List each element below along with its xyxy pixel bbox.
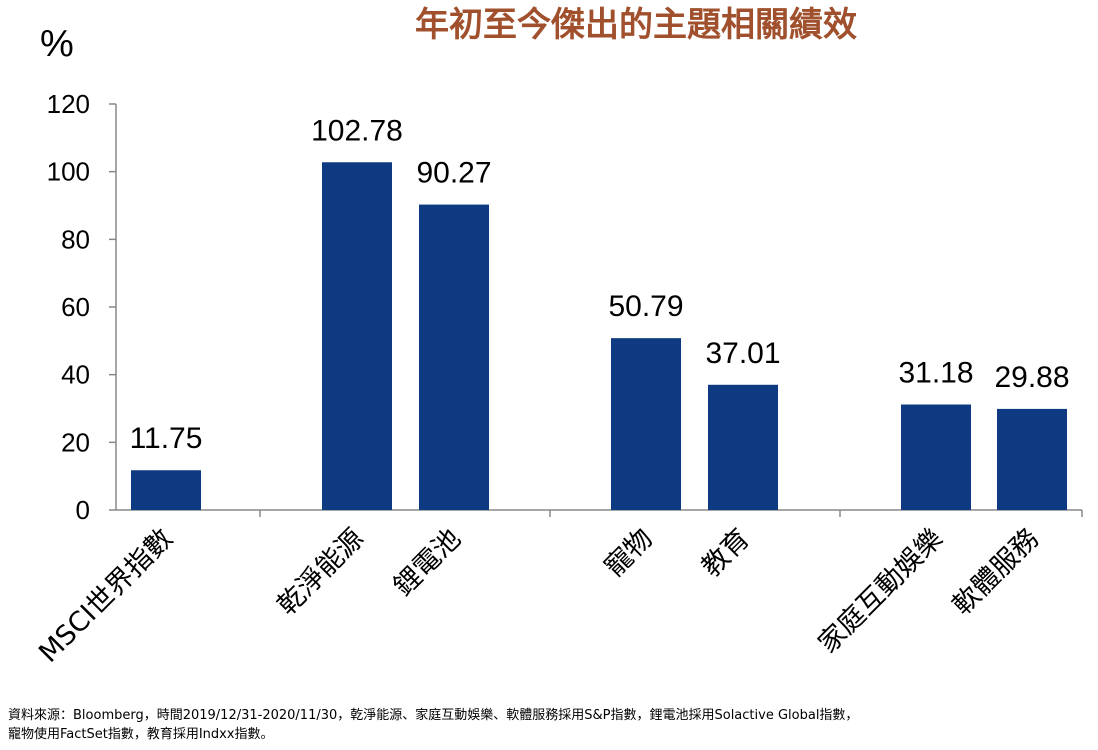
source-note: 資料來源：Bloomberg，時間2019/12/31-2020/11/30，乾… — [8, 708, 859, 742]
bar — [611, 338, 681, 510]
value-labels: 11.75 102.78 90.27 50.79 37.01 31.18 29.88 — [130, 114, 1070, 455]
bar — [131, 470, 201, 510]
y-tick-label: 0 — [76, 495, 90, 525]
y-tick-label: 120 — [47, 89, 90, 119]
category-label: 教育 — [696, 523, 756, 583]
category-label: MSCI世界指數 — [33, 523, 179, 669]
bar — [997, 408, 1067, 510]
bar-value-label: 37.01 — [705, 337, 780, 370]
y-tick-label: 40 — [61, 360, 90, 390]
category-label: 乾淨能源 — [272, 523, 370, 621]
bar — [708, 384, 778, 510]
bars — [131, 162, 1067, 511]
y-tick-label: 60 — [61, 292, 90, 322]
category-label: 鋰電池 — [388, 523, 467, 602]
y-tick-label: 80 — [61, 224, 90, 254]
category-label: 家庭互動娛樂 — [812, 523, 948, 659]
bar — [419, 204, 489, 511]
y-tick-label: 100 — [47, 157, 90, 187]
y-tick-label: 20 — [61, 427, 90, 457]
bar-value-label: 50.79 — [608, 290, 683, 323]
category-label: 軟體服務 — [947, 523, 1045, 621]
category-label: 寵物 — [599, 523, 659, 583]
bar-value-label: 31.18 — [898, 357, 973, 390]
chart-title: 年初至今傑出的主題相關績效 — [415, 5, 857, 45]
bar-value-label: 29.88 — [994, 361, 1069, 394]
bar-value-label: 90.27 — [416, 157, 491, 190]
bar — [901, 404, 971, 510]
bar-value-label: 102.78 — [311, 114, 403, 147]
y-axis-unit-label: % — [40, 23, 74, 65]
axes: 0 20 40 60 80 100 120 — [47, 89, 1083, 525]
bar-value-label: 11.75 — [130, 422, 203, 455]
bar — [322, 162, 392, 511]
